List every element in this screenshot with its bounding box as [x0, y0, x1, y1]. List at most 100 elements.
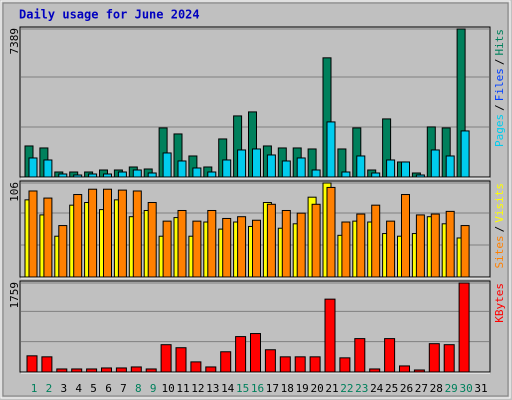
bar: [58, 225, 68, 278]
bar: [356, 213, 366, 278]
bar: [132, 190, 142, 278]
legend-separator: /: [493, 104, 506, 111]
bar: [73, 174, 83, 178]
bar: [26, 355, 38, 373]
x-tick-label: 24: [370, 382, 384, 395]
bar: [266, 203, 276, 278]
bar: [147, 172, 157, 178]
bar: [324, 298, 336, 373]
bar: [415, 214, 425, 278]
bar: [58, 173, 68, 178]
bar: [339, 357, 351, 373]
x-tick-label: 31: [474, 382, 487, 395]
bar: [220, 351, 232, 373]
bar: [205, 366, 217, 373]
bar: [28, 190, 38, 278]
bar: [386, 159, 396, 178]
bar: [160, 344, 172, 373]
bar: [309, 356, 321, 373]
x-tick-label: 17: [266, 382, 279, 395]
bar: [132, 169, 142, 178]
bar: [326, 186, 336, 278]
bar: [266, 154, 276, 178]
x-tick-label: 30: [459, 382, 472, 395]
bar: [311, 203, 321, 278]
x-tick-label: 7: [120, 382, 127, 395]
legend-separator: /: [493, 59, 506, 66]
legend: Sites / Visits: [493, 183, 506, 269]
x-tick-label: 16: [251, 382, 264, 395]
legend-entry: Hits: [493, 29, 506, 56]
bar: [386, 220, 396, 278]
bar: [222, 217, 232, 278]
bar: [56, 368, 68, 373]
bar: [399, 365, 410, 373]
bar: [413, 369, 425, 373]
x-tick-label: 19: [296, 382, 309, 395]
bar: [192, 167, 202, 178]
x-tick-label: 13: [206, 382, 219, 395]
x-tick-label: 3: [60, 382, 67, 395]
bar: [250, 333, 261, 373]
legend-entry: Files: [493, 68, 506, 101]
bar: [117, 189, 127, 278]
bar: [162, 220, 172, 278]
bar: [175, 347, 187, 373]
bar: [28, 157, 38, 178]
legend: Pages / Files / Hits: [493, 29, 506, 147]
x-tick-label: 9: [150, 382, 157, 395]
bar: [71, 368, 83, 373]
bar: [443, 344, 455, 373]
y-tick-label: 1759: [8, 282, 21, 309]
bar: [88, 188, 98, 278]
bar: [294, 356, 306, 373]
bar: [147, 202, 157, 278]
bar: [207, 171, 217, 178]
bar: [130, 366, 142, 373]
x-tick-label: 2: [46, 382, 53, 395]
legend-entry: Visits: [493, 183, 506, 223]
bar: [207, 209, 217, 278]
x-tick-label: 12: [191, 382, 204, 395]
legend-entry: Sites: [493, 235, 506, 268]
bar: [103, 188, 112, 278]
x-tick-label: 18: [281, 382, 294, 395]
bar: [86, 368, 98, 373]
bar: [296, 212, 306, 278]
bar: [43, 159, 53, 178]
x-tick-label: 10: [161, 382, 174, 395]
x-tick-label: 8: [135, 382, 142, 395]
bar: [369, 368, 381, 373]
bar: [445, 210, 455, 278]
bar: [371, 204, 381, 278]
legend: KBytes: [493, 283, 506, 323]
bar: [88, 173, 98, 178]
bar: [281, 160, 291, 178]
bar: [460, 130, 470, 178]
bar: [341, 221, 351, 278]
bar: [371, 172, 381, 178]
bar: [73, 194, 83, 278]
bar: [252, 148, 261, 178]
bar: [103, 173, 112, 178]
bar: [252, 219, 261, 278]
frame-bevel: [2, 2, 509, 397]
x-tick-label: 26: [400, 382, 413, 395]
bar: [401, 161, 410, 178]
bar: [177, 160, 187, 178]
bar: [296, 157, 306, 178]
bar: [401, 194, 410, 278]
bar: [177, 209, 187, 278]
bar: [281, 209, 291, 278]
bar: [326, 121, 336, 178]
bar: [430, 149, 440, 178]
bar: [356, 155, 366, 178]
y-tick-label: 7389: [8, 28, 21, 55]
bar: [101, 367, 112, 373]
legend-entry: KBytes: [493, 283, 506, 323]
x-tick-label: 27: [415, 382, 428, 395]
bar: [190, 361, 202, 373]
bar: [415, 174, 425, 178]
